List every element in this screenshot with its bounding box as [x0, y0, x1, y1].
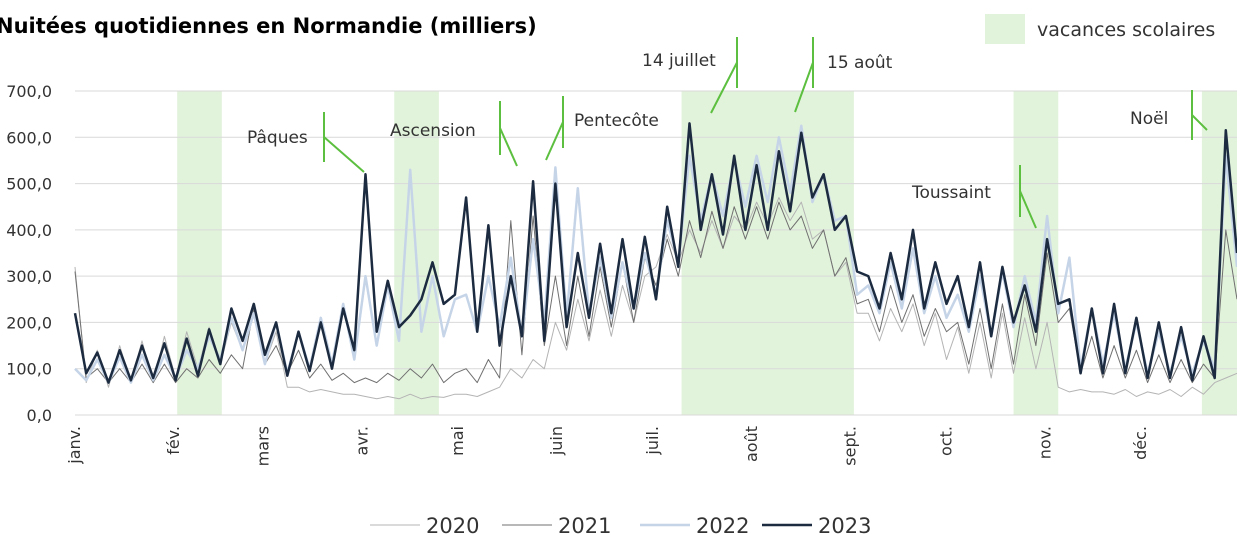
shading-legend-swatch — [985, 14, 1025, 44]
annotation-label: Ascension — [390, 121, 476, 141]
annotation-pointer — [499, 127, 518, 167]
y-tick-label: 400,0 — [6, 221, 52, 240]
y-tick-label: 0,0 — [27, 406, 52, 425]
x-tick-label: déc. — [1131, 426, 1150, 460]
x-tick-label: fév. — [164, 426, 183, 455]
x-tick-label: août — [742, 426, 761, 462]
y-tick-label: 200,0 — [6, 313, 52, 332]
y-tick-label: 100,0 — [6, 360, 52, 379]
y-tick-label: 600,0 — [6, 128, 52, 147]
y-tick-label: 700,0 — [6, 82, 52, 101]
x-tick-label: janv. — [65, 426, 84, 465]
annotation-pointer — [710, 62, 738, 114]
x-tick-label: mars — [253, 426, 272, 466]
y-tick-label: 300,0 — [6, 267, 52, 286]
annotation-label: Pâques — [247, 128, 308, 148]
annotation-pointer — [1019, 190, 1037, 229]
x-tick-label: juin — [547, 426, 566, 456]
series-line — [74, 201, 1237, 384]
annotation-pointer — [1191, 114, 1208, 131]
x-tick-label: juil. — [643, 426, 662, 456]
legend-label: 2020 — [426, 514, 479, 535]
x-tick-label: oct. — [937, 426, 956, 456]
annotation-pointer — [794, 62, 814, 113]
series-line — [74, 124, 1237, 384]
chart-title: Nuitées quotidiennes en Normandie (milli… — [0, 14, 537, 38]
legend-label: 2023 — [818, 514, 871, 535]
annotation-label: Pentecôte — [574, 111, 659, 131]
vacation-band — [681, 91, 854, 415]
annotation-pointer — [323, 136, 365, 173]
x-tick-label: mai — [448, 426, 467, 456]
x-tick-label: avr. — [352, 426, 371, 455]
x-tick-label: nov. — [1035, 426, 1054, 459]
annotation-label: 15 août — [827, 53, 893, 73]
shading-legend-label: vacances scolaires — [1037, 19, 1215, 41]
annotation-label: Toussaint — [911, 183, 991, 203]
legend-label: 2021 — [558, 514, 611, 535]
legend-label: 2022 — [696, 514, 749, 535]
series-line — [73, 122, 1237, 384]
x-tick-label: sept. — [841, 426, 860, 466]
annotation-label: Noël — [1130, 109, 1168, 129]
y-tick-label: 500,0 — [6, 175, 52, 194]
annotation-pointer — [545, 121, 564, 161]
annotation-label: 14 juillet — [642, 51, 716, 71]
